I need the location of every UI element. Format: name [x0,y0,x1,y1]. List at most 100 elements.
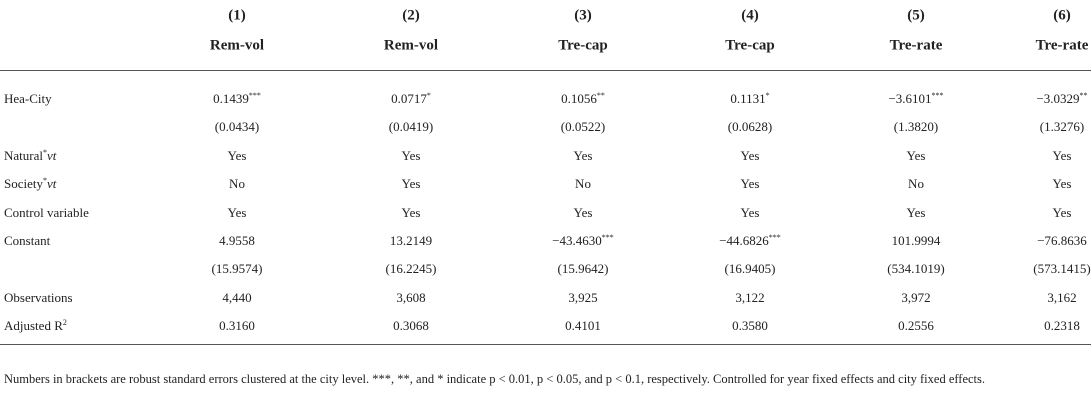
cell: −3.6101*** [888,91,943,107]
row-label: Hea-City [4,91,52,106]
cell: Yes [1052,176,1072,192]
column-name: Rem-vol [209,37,265,54]
row-label-text: Society [4,176,43,192]
column-name: Tre-rate [1035,37,1089,54]
cell: −43.4630*** [552,233,614,249]
cell: Yes [227,147,247,163]
cell: 0.1439*** [213,91,261,107]
cell: −44.6826*** [719,233,781,249]
row-label-sup: 2 [62,318,67,328]
cell: Yes [573,204,593,220]
cell: Yes [401,204,421,220]
cell: No [908,176,924,192]
cell: Yes [740,176,760,192]
cell: 101.9994 [891,233,941,248]
bottom-rule [0,344,1091,345]
row-label-text: Adjusted R [4,318,63,334]
cell: 4,440 [222,289,252,305]
column-number: (1) [228,7,246,24]
cell: 0.1056** [561,91,605,107]
column-name: Tre-rate [889,37,943,54]
row-label-sup: * [43,176,47,186]
column-number: (5) [907,7,925,24]
cell: Yes [401,176,421,192]
cell: (534.1019) [887,261,945,277]
cell: (0.0419) [388,119,434,135]
cell: (573.1415) [1033,261,1091,277]
column-name: Tre-cap [725,37,775,54]
cell: Yes [401,147,421,163]
cell: (16.2245) [385,261,437,277]
cell: −76.8636 [1037,233,1087,248]
column-number: (3) [574,7,592,24]
cell: 0.0717* [391,91,431,107]
column-name: Tre-cap [558,37,608,54]
cell: 0.1131* [730,91,769,107]
row-label-italic: νt [46,147,57,163]
header-rule [0,70,1091,71]
cell-text: 0.1131 [730,91,766,106]
cell: (0.0434) [214,119,260,135]
row-label-text: Natural [4,147,43,163]
cell: (15.9574) [211,261,263,277]
cell: 0.3068 [393,318,429,334]
cell: 3,608 [396,289,426,305]
row-label-sup: * [42,147,47,157]
row-label: Society*νt [4,176,56,192]
column-name: Rem-vol [383,37,439,54]
row-label: Adjusted R2 [4,318,67,334]
cell-sup: *** [768,233,781,242]
cell: Yes [1052,204,1072,220]
cell: 3,122 [735,289,765,305]
cell-sup: ** [596,91,605,100]
cell: 3,162 [1047,289,1077,305]
cell-sup: *** [248,91,261,100]
cell-text: −3.0329 [1036,91,1080,106]
cell: Yes [740,204,760,220]
row-label: Constant [4,233,51,248]
cell: (1.3820) [893,119,939,135]
cell-text: 0.0717 [391,91,427,106]
row-label: Observations [4,289,73,305]
column-number: (6) [1053,7,1071,24]
row-label: Natural*νt [4,148,56,164]
cell: (16.9405) [724,261,776,277]
cell: No [229,176,245,192]
cell: 4.9558 [219,233,255,248]
cell: Yes [1052,147,1072,163]
cell-text: −43.4630 [552,233,602,248]
cell: 0.3160 [219,318,255,334]
cell: 13.2149 [389,233,433,248]
cell: 0.2318 [1044,318,1080,334]
cell-text: 0.1439 [213,91,249,106]
cell-sup: * [765,91,770,100]
cell: 0.2556 [898,318,934,334]
cell: Yes [906,147,926,163]
cell: (15.9642) [557,261,609,277]
cell: −3.0329** [1036,91,1087,107]
cell-text: −44.6826 [719,233,769,248]
column-number: (2) [402,7,420,24]
cell: Yes [573,147,593,163]
cell-text: −3.6101 [888,91,932,106]
cell: No [575,176,591,192]
cell-text: 0.1056 [561,91,597,106]
cell: 0.3580 [732,318,768,334]
cell: Yes [227,204,247,220]
row-label-italic: νt [47,176,57,192]
cell: (0.0522) [560,119,606,135]
footnote: Numbers in brackets are robust standard … [4,372,986,386]
cell: 3,972 [901,289,931,305]
cell: Yes [740,147,760,163]
cell: (0.0628) [727,119,773,135]
cell: 3,925 [568,289,598,305]
row-label: Control variable [4,204,89,220]
cell-sup: ** [1079,91,1088,100]
cell: 0.4101 [565,318,601,334]
cell-sup: * [426,91,431,100]
cell-sup: *** [931,91,944,100]
cell-sup: *** [601,233,614,242]
cell: (1.3276) [1039,119,1085,135]
column-number: (4) [741,7,759,24]
